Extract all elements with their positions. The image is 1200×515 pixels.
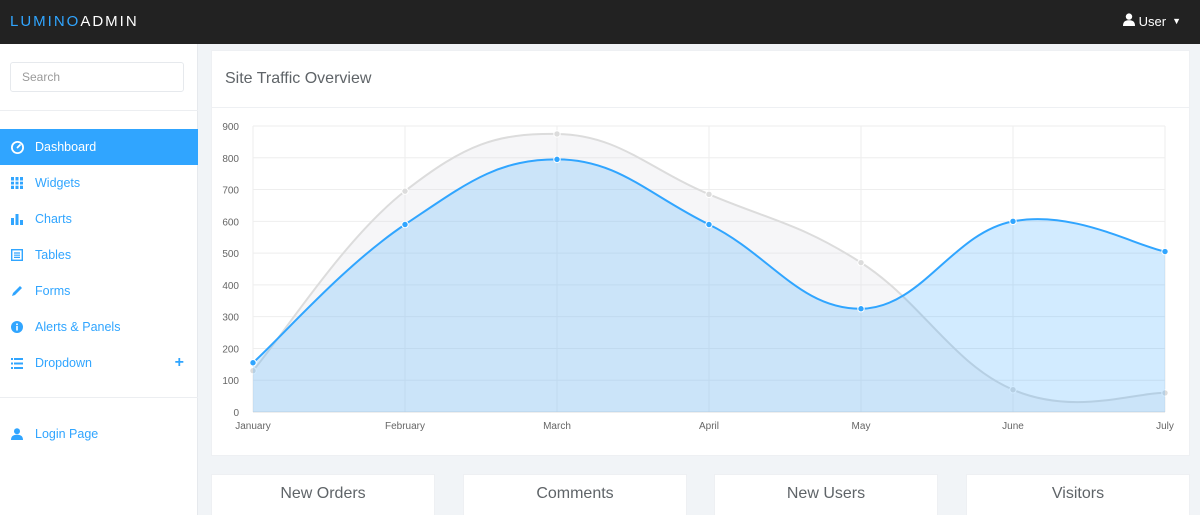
series-point-1 [401,220,409,229]
site-traffic-panel: Site Traffic Overview 0 100 200 300 400 500 60… [211,50,1190,456]
sidebar-item-forms[interactable]: Forms [0,273,198,309]
series-point-1 [1161,247,1169,256]
sidebar: Dashboard Widgets Charts Tables Forms [0,44,198,515]
stat-card-comments: Comments [463,474,687,515]
top-navbar: LUMINOADMIN User ▼ [0,0,1200,44]
sidebar-divider [0,397,198,398]
site-traffic-chart: 0 100 200 300 400 500 600 700 800 900 January Febru… [222,122,1174,432]
x-tick-label: March [543,421,571,432]
stat-card-visitors: Visitors [966,474,1190,515]
panel-title: Site Traffic Overview [212,51,1189,108]
sidebar-item-charts[interactable]: Charts [0,201,198,237]
series-point-1 [857,305,865,313]
user-menu-button[interactable]: User ▼ [1122,13,1181,29]
dashboard-icon [10,140,24,154]
x-tick-label: June [1002,421,1024,432]
search-input[interactable] [10,62,184,92]
x-tick-label: May [852,421,871,432]
x-tick-label: January [235,421,271,432]
brand-part-2: ADMIN [80,13,139,30]
sidebar-item-label: Charts [35,212,72,226]
sidebar-item-label: Login Page [35,427,99,441]
stat-card-new-users: New Users [714,474,938,515]
user-icon [10,427,24,441]
stat-label: New Users [786,485,866,502]
plus-icon[interactable]: + [174,354,184,371]
sidebar-item-widgets[interactable]: Widgets [0,165,198,201]
list-icon [10,356,24,370]
series-point-1 [249,359,257,367]
x-tick-label: July [1156,421,1174,432]
grid-icon [10,176,24,190]
brand-logo[interactable]: LUMINOADMIN [10,13,139,30]
sidebar-item-alerts-panels[interactable]: Alerts & Panels [0,309,198,345]
y-tick-label: 600 [222,217,239,228]
brand-part-1: LUMINO [10,13,81,30]
caret-down-icon: ▼ [1172,16,1181,26]
series-point-0 [401,187,409,195]
series-point-1 [1009,217,1017,226]
y-tick-label: 800 [222,154,239,165]
sidebar-item-label: Forms [35,284,71,298]
stat-card-new-orders: New Orders [211,474,435,515]
sidebar-item-dropdown[interactable]: Dropdown + [0,345,198,381]
sidebar-divider [0,110,198,111]
x-tick-label: February [385,421,425,432]
series-point-0 [553,130,561,138]
series-point-0 [1009,386,1017,394]
user-menu-label: User [1138,13,1167,29]
sidebar-item-label: Alerts & Panels [35,320,121,334]
series-point-0 [249,366,257,375]
y-tick-label: 300 [222,313,239,324]
series-area-1 [253,159,1165,412]
pencil-icon [10,284,24,298]
series-point-1 [705,220,713,229]
sidebar-item-dashboard[interactable]: Dashboard [0,129,198,165]
series-point-0 [705,190,713,199]
series-point-0 [857,258,865,267]
sidebar-item-label: Tables [35,248,72,262]
info-icon [10,320,24,334]
series-point-0 [1161,389,1169,397]
sidebar-nav: Dashboard Widgets Charts Tables Forms [0,129,198,381]
y-tick-label: 200 [222,344,239,355]
sidebar-item-login[interactable]: Login Page [0,416,198,452]
sidebar-item-label: Dashboard [35,140,97,154]
user-icon [1122,13,1135,29]
y-tick-label: 500 [222,249,239,260]
stat-label: New Orders [280,485,366,502]
stat-label: Visitors [1051,485,1105,502]
sidebar-item-tables[interactable]: Tables [0,237,198,273]
series-area-0 [253,133,1165,412]
stat-label: Comments [536,485,614,502]
y-tick-label: 0 [233,408,239,419]
series-point-1 [553,155,561,164]
y-tick-label: 100 [222,376,239,387]
search-form [10,62,184,92]
y-tick-label: 400 [222,281,239,292]
table-icon [10,248,24,262]
y-tick-label: 700 [222,186,239,197]
sidebar-item-label: Widgets [35,176,81,190]
sidebar-item-label: Dropdown [35,356,92,370]
y-tick-label: 900 [222,122,239,133]
x-tick-label: April [699,421,719,432]
bar-chart-icon [10,212,24,226]
